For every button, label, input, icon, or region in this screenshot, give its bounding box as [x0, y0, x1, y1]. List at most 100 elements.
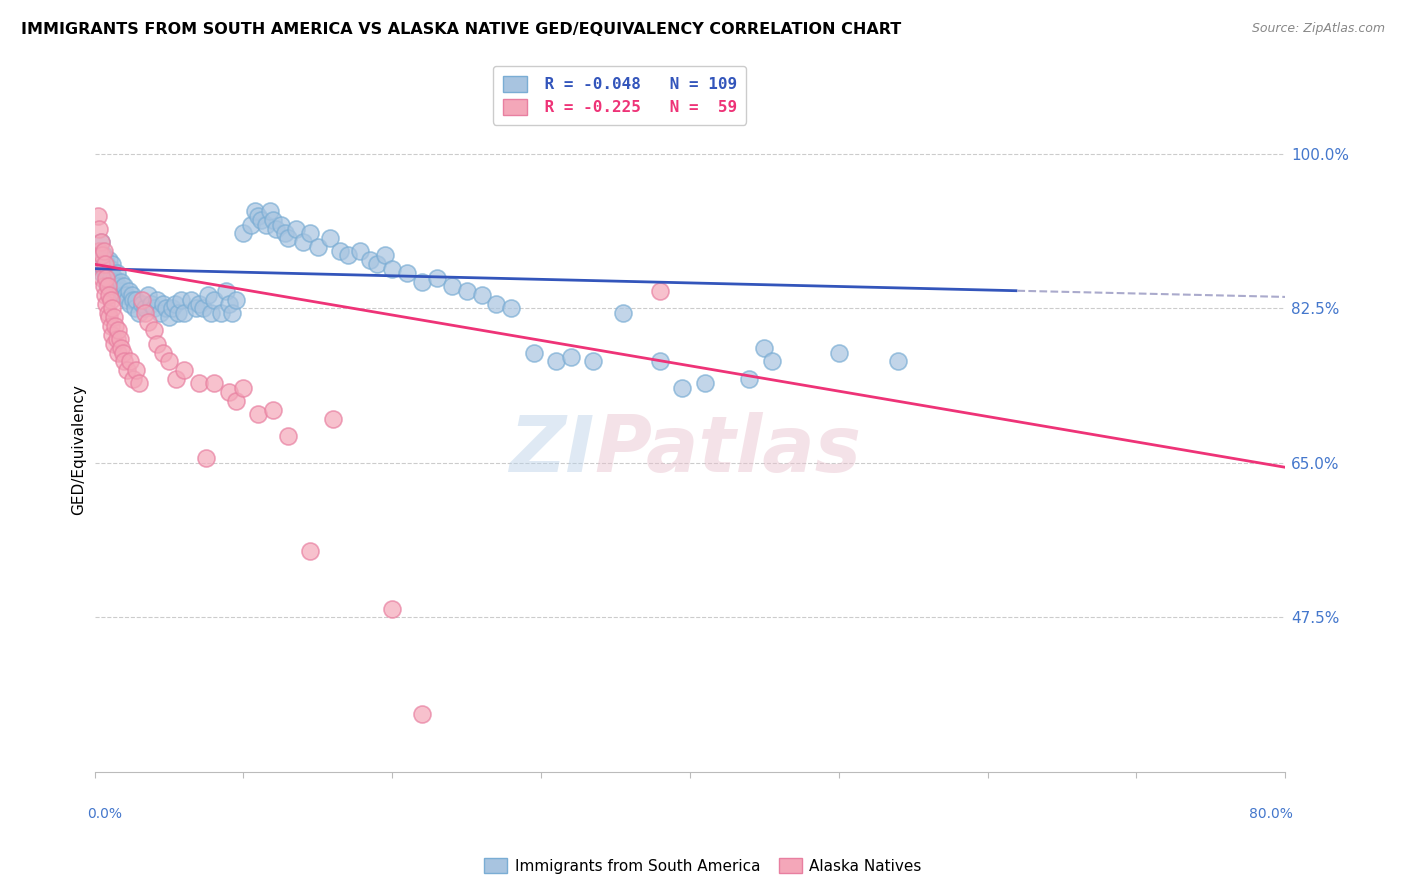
Point — [274, 227, 297, 241]
Point — [887, 354, 910, 368]
Point — [105, 332, 128, 346]
Point — [209, 306, 232, 320]
Point — [131, 297, 153, 311]
Point — [170, 293, 193, 307]
Point — [111, 288, 134, 302]
Point — [173, 363, 195, 377]
Point — [112, 354, 135, 368]
Point — [180, 293, 202, 307]
Point — [374, 248, 396, 262]
Point — [108, 332, 131, 346]
Point — [91, 266, 114, 280]
Point — [103, 336, 125, 351]
Point — [193, 301, 215, 316]
Y-axis label: GED/Equivalency: GED/Equivalency — [72, 384, 86, 515]
Point — [247, 209, 270, 223]
Point — [101, 257, 124, 271]
Point — [157, 354, 180, 368]
Point — [299, 544, 322, 558]
Point — [173, 306, 195, 320]
Point — [152, 345, 174, 359]
Point — [262, 213, 284, 227]
Point — [96, 270, 118, 285]
Text: ZI: ZI — [509, 411, 595, 488]
Point — [250, 213, 273, 227]
Point — [93, 248, 115, 262]
Point — [187, 297, 209, 311]
Point — [105, 266, 128, 280]
Point — [117, 293, 139, 307]
Point — [195, 451, 218, 466]
Point — [218, 385, 240, 400]
Point — [650, 284, 672, 298]
Point — [100, 293, 122, 307]
Point — [319, 231, 342, 245]
Point — [131, 293, 153, 307]
Point — [202, 376, 225, 391]
Point — [100, 319, 122, 334]
Point — [299, 227, 322, 241]
Point — [93, 279, 115, 293]
Point — [89, 257, 111, 271]
Point — [163, 297, 186, 311]
Point — [89, 252, 111, 267]
Point — [108, 284, 131, 298]
Point — [122, 372, 145, 386]
Point — [381, 601, 404, 615]
Point — [107, 345, 129, 359]
Point — [157, 310, 180, 325]
Point — [456, 284, 478, 298]
Point — [761, 354, 783, 368]
Point — [381, 261, 404, 276]
Point — [165, 372, 187, 386]
Point — [155, 301, 177, 316]
Point — [254, 218, 277, 232]
Point — [197, 288, 219, 302]
Point — [143, 323, 166, 337]
Point — [96, 275, 118, 289]
Point — [110, 341, 132, 355]
Point — [98, 288, 121, 302]
Point — [112, 279, 135, 293]
Point — [110, 275, 132, 289]
Point — [122, 293, 145, 307]
Point — [239, 218, 262, 232]
Point — [270, 218, 292, 232]
Point — [247, 407, 270, 421]
Point — [828, 345, 851, 359]
Point — [111, 345, 134, 359]
Point — [259, 204, 281, 219]
Point — [104, 275, 127, 289]
Point — [98, 310, 121, 325]
Point — [125, 293, 148, 307]
Point — [146, 336, 169, 351]
Point — [307, 239, 329, 253]
Point — [93, 244, 115, 258]
Point — [262, 403, 284, 417]
Point — [671, 381, 693, 395]
Point — [107, 323, 129, 337]
Point — [184, 301, 207, 316]
Point — [87, 244, 110, 258]
Point — [218, 297, 240, 311]
Point — [329, 244, 352, 258]
Point — [136, 288, 159, 302]
Point — [754, 341, 776, 355]
Point — [359, 252, 381, 267]
Point — [149, 306, 172, 320]
Point — [91, 257, 114, 271]
Point — [202, 293, 225, 307]
Point — [89, 235, 111, 250]
Text: IMMIGRANTS FROM SOUTH AMERICA VS ALASKA NATIVE GED/EQUIVALENCY CORRELATION CHART: IMMIGRANTS FROM SOUTH AMERICA VS ALASKA … — [21, 22, 901, 37]
Point — [200, 306, 222, 320]
Point — [103, 310, 125, 325]
Point — [411, 707, 433, 722]
Point — [134, 301, 156, 316]
Point — [277, 231, 299, 245]
Point — [426, 270, 449, 285]
Point — [104, 319, 127, 334]
Point — [152, 297, 174, 311]
Point — [232, 227, 254, 241]
Point — [544, 354, 567, 368]
Point — [89, 235, 111, 250]
